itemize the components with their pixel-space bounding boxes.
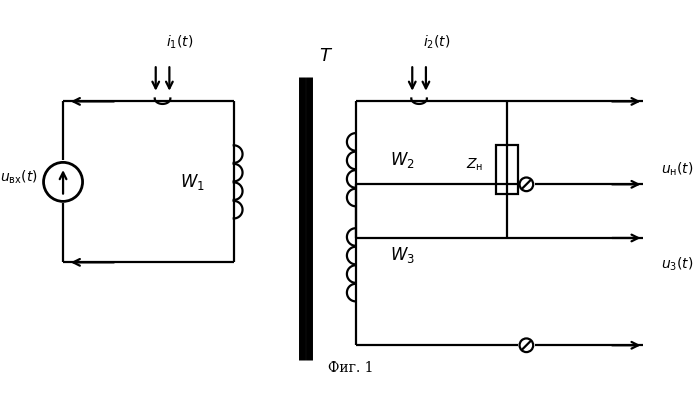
Text: $T$: $T$ bbox=[320, 47, 334, 65]
Text: $W_1$: $W_1$ bbox=[180, 172, 205, 192]
Text: $u_{\rm н}(t)$: $u_{\rm н}(t)$ bbox=[661, 161, 694, 178]
Text: $i_1(t)$: $i_1(t)$ bbox=[166, 33, 194, 51]
Text: $u_3(t)$: $u_3(t)$ bbox=[661, 256, 693, 273]
Text: $i_2(t)$: $i_2(t)$ bbox=[423, 33, 450, 51]
Text: $u_{\rm вх}(t)$: $u_{\rm вх}(t)$ bbox=[0, 168, 38, 186]
Text: $W_2$: $W_2$ bbox=[390, 150, 415, 170]
Bar bbox=[496, 145, 518, 194]
Text: Фиг. 1: Фиг. 1 bbox=[328, 361, 373, 375]
Text: $Z_{\rm н}$: $Z_{\rm н}$ bbox=[466, 156, 483, 173]
Text: $W_3$: $W_3$ bbox=[390, 245, 415, 265]
